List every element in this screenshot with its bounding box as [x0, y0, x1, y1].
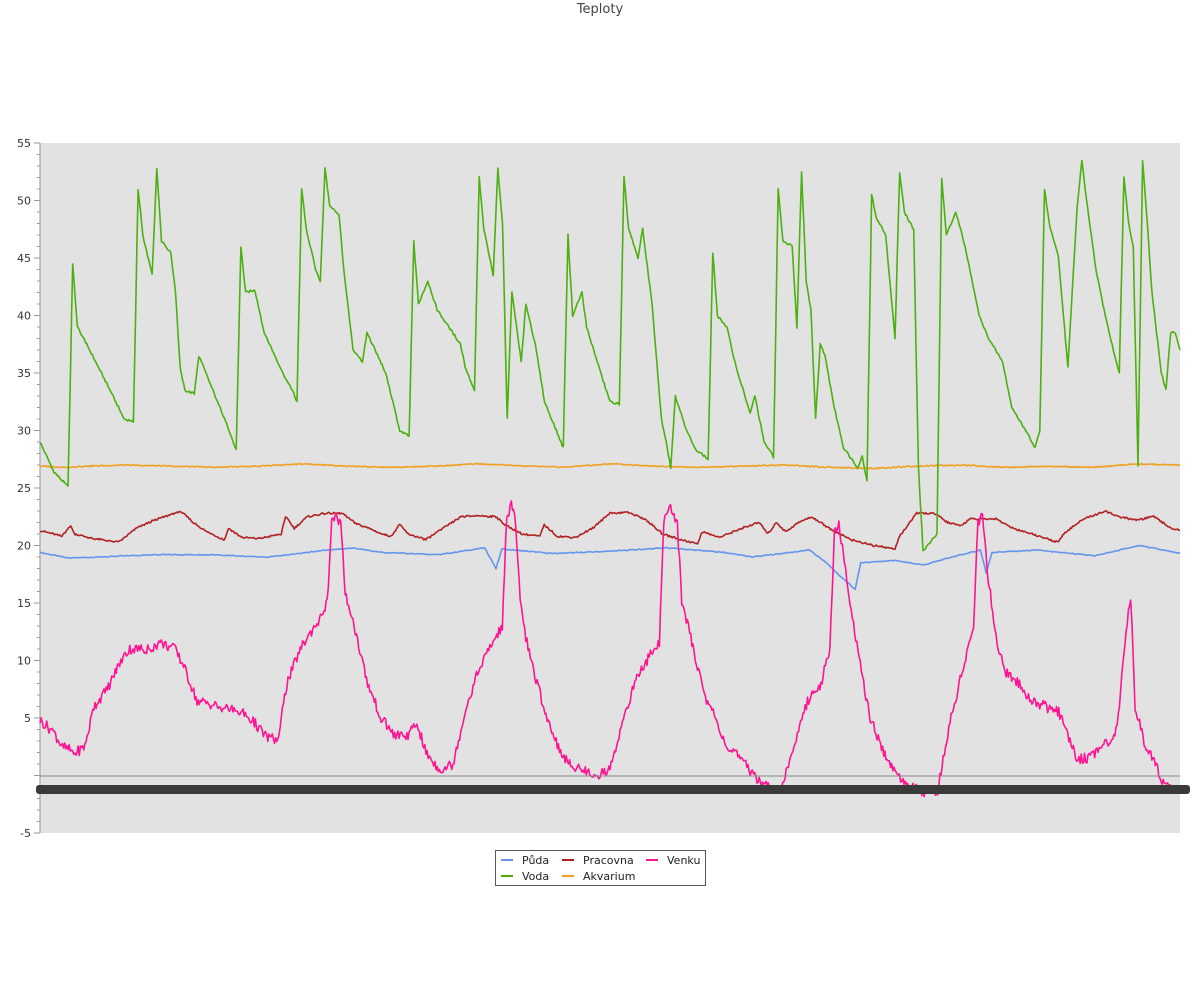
y-tick-label: 5 [24, 712, 31, 725]
legend-item-venku: Venku [646, 853, 700, 867]
legend-label-pracovna: Pracovna [583, 853, 634, 867]
y-tick-label: 25 [17, 482, 31, 495]
legend-swatch-puda [501, 859, 513, 861]
legend-item-akvarium: Akvarium [562, 869, 635, 883]
y-tick-label: 35 [17, 367, 31, 380]
legend-label-voda: Voda [522, 869, 550, 883]
legend-item-pracovna: Pracovna [562, 853, 634, 867]
legend-item-voda: Voda [501, 869, 549, 883]
legend-label-akvarium: Akvarium [583, 869, 636, 883]
series-line-venku [39, 500, 1181, 798]
legend-swatch-voda [501, 875, 513, 877]
legend: Půda Pracovna Venku Voda Akvarium [495, 850, 706, 886]
chart-title: Teploty [576, 2, 624, 17]
y-tick-label: 40 [17, 310, 31, 323]
y-tick-label: 55 [17, 137, 31, 150]
legend-swatch-akvarium [562, 875, 574, 877]
legend-label-puda: Půda [522, 853, 550, 867]
y-tick-label: 15 [17, 597, 31, 610]
series-line-akvarium [39, 462, 1181, 470]
series-line-pracovna [39, 510, 1181, 551]
y-tick-label: -5 [20, 827, 31, 840]
series-layer [39, 159, 1181, 798]
series-line-voda [39, 159, 1181, 552]
x-axis-band [36, 775, 1190, 794]
series-line-půda [39, 544, 1181, 591]
legend-item-puda: Půda [501, 853, 549, 867]
legend-swatch-pracovna [562, 859, 574, 861]
y-tick-label: 20 [17, 540, 31, 553]
legend-swatch-venku [646, 859, 658, 861]
y-tick-label: 30 [17, 425, 31, 438]
y-axis: -5 5 10 15 20 25 30 35 40 45 50 55 [17, 137, 41, 840]
y-tick-label: 10 [17, 655, 31, 668]
plot-background [40, 143, 1180, 833]
legend-label-venku: Venku [667, 853, 701, 867]
y-tick-label: 50 [17, 195, 31, 208]
x-tick-labels-overlap [36, 785, 1190, 794]
y-tick-label: 45 [17, 252, 31, 265]
